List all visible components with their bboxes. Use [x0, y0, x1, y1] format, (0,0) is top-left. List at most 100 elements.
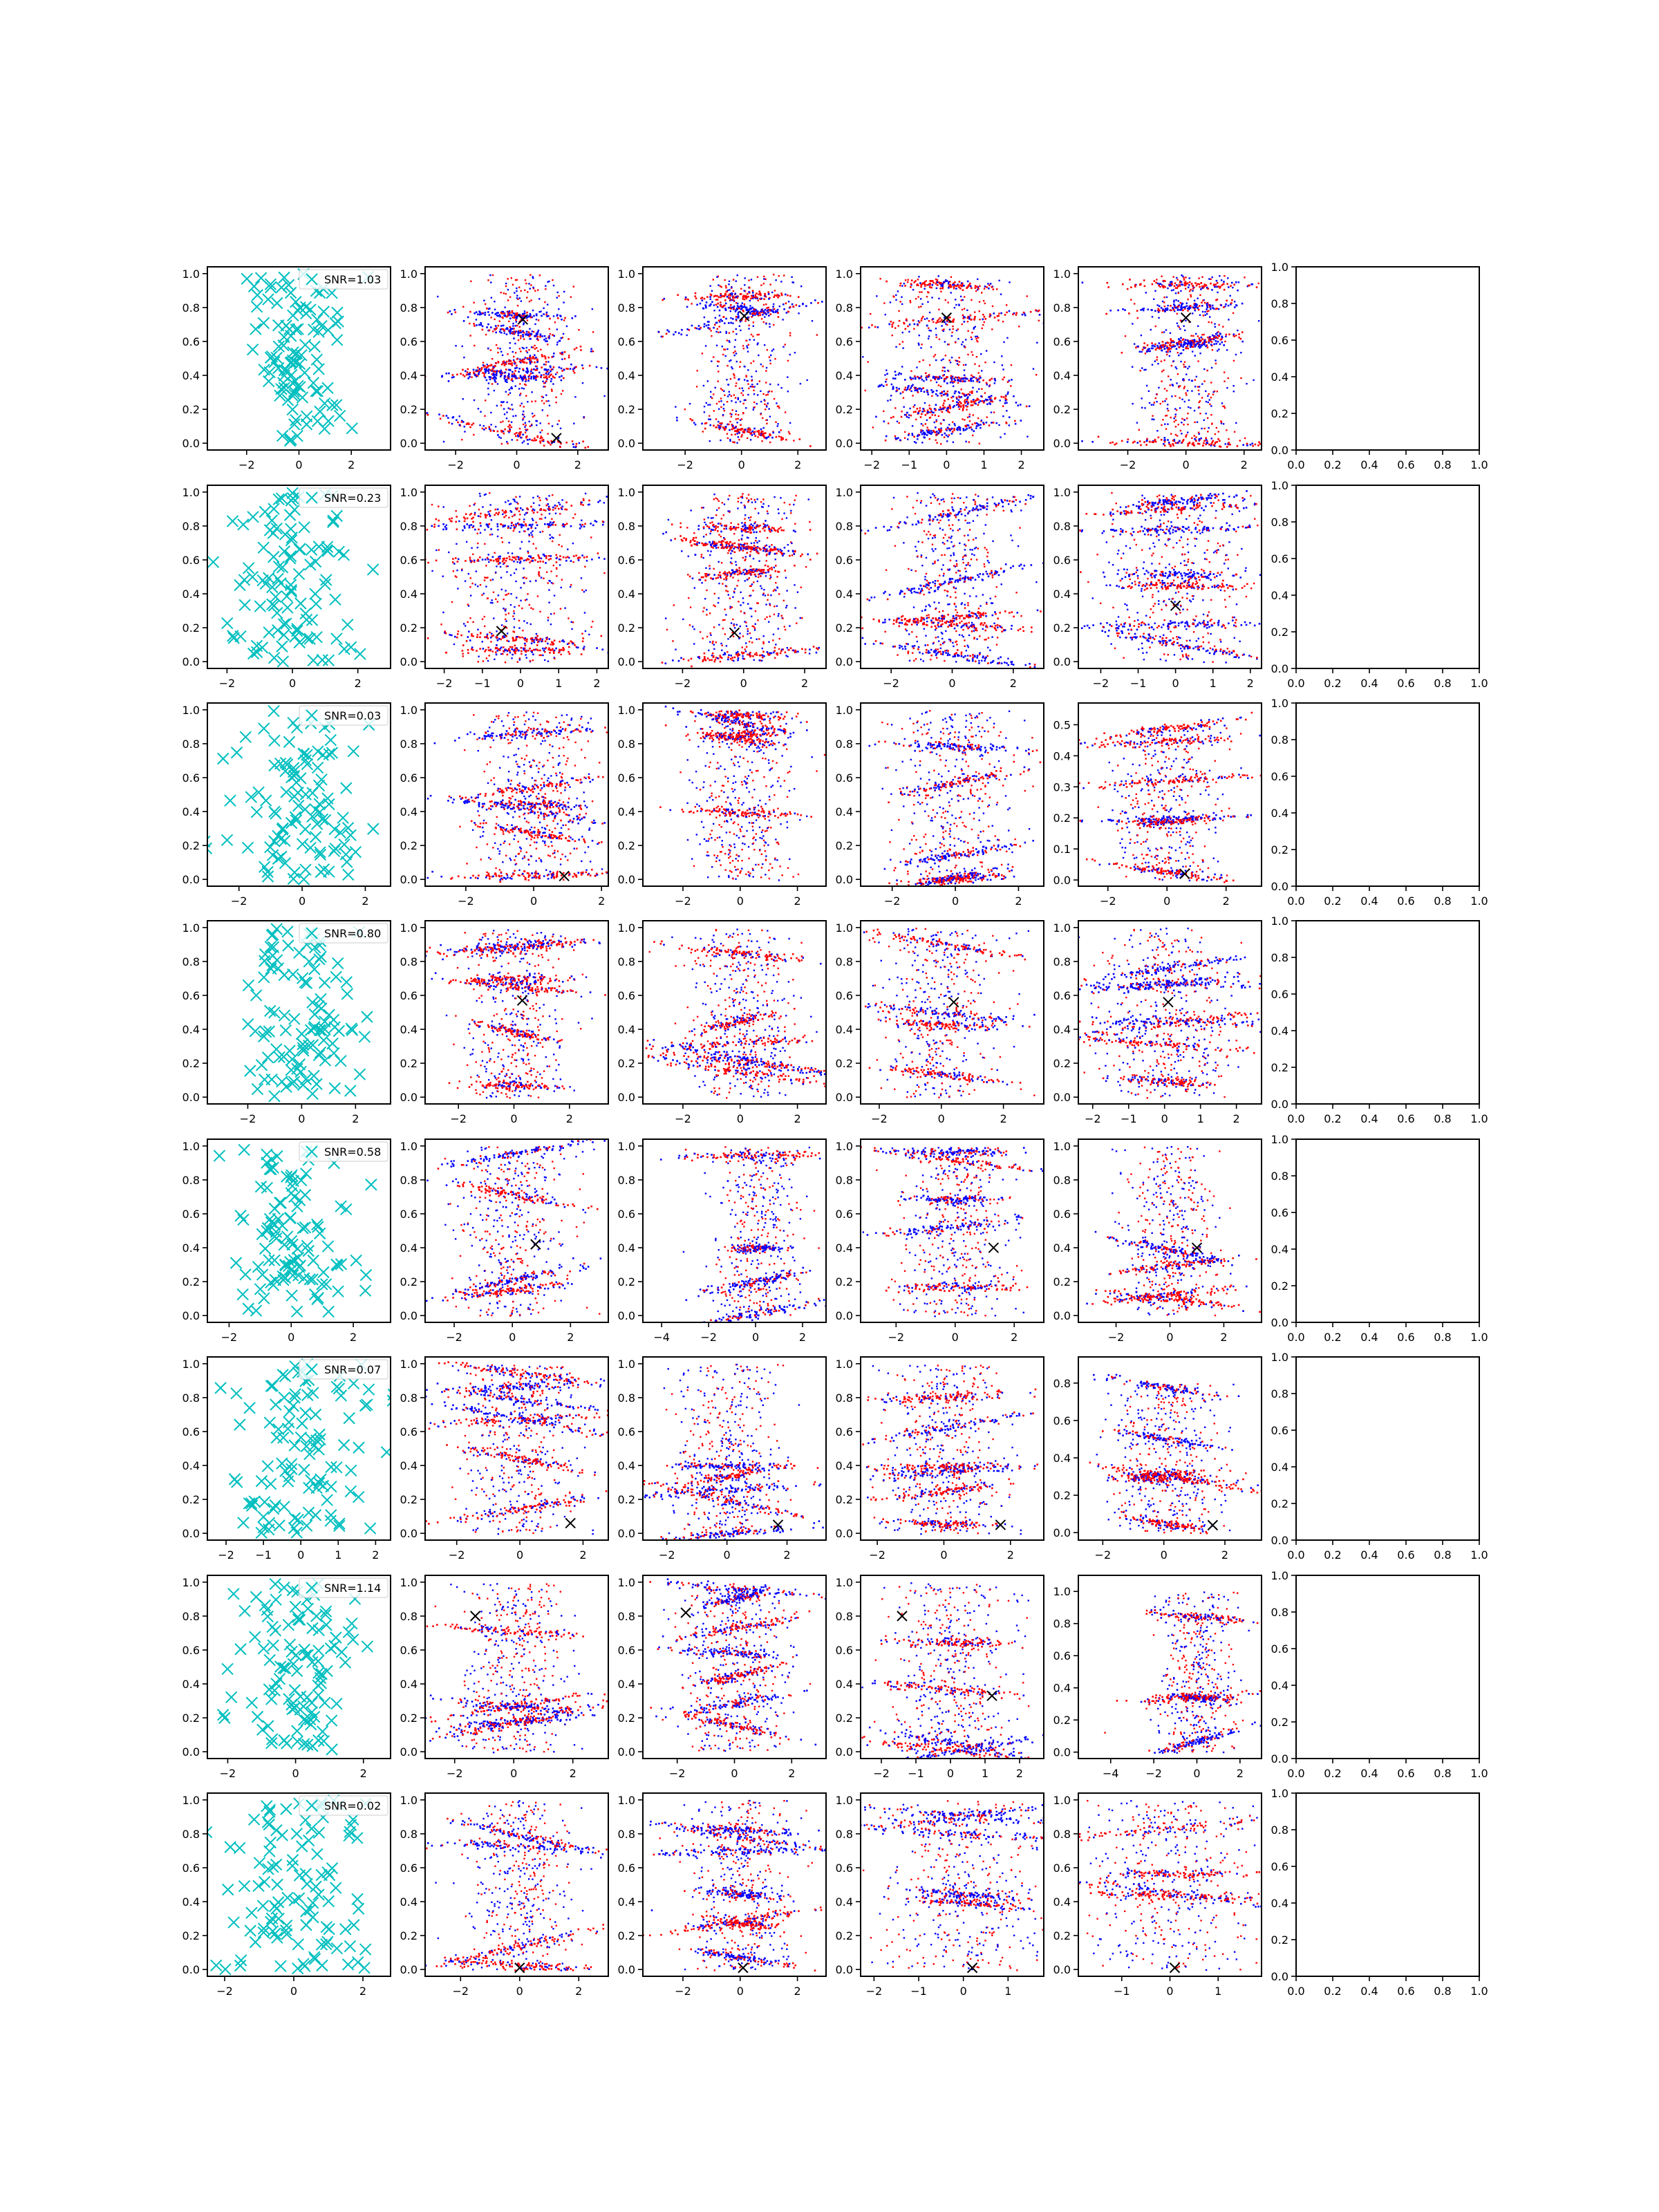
data-point — [980, 377, 982, 379]
data-point — [762, 434, 765, 437]
data-point — [512, 637, 514, 639]
data-point — [1170, 445, 1172, 448]
data-point — [733, 375, 735, 377]
data-point — [1195, 304, 1198, 306]
data-point — [776, 425, 778, 427]
data-point — [927, 291, 929, 293]
data-point — [499, 372, 502, 375]
data-point — [935, 404, 937, 406]
data-point — [780, 292, 782, 294]
data-point — [1208, 393, 1210, 395]
data-point — [977, 423, 980, 426]
data-point — [484, 415, 486, 417]
data-point — [535, 632, 538, 635]
data-point — [787, 294, 789, 297]
data-point — [1156, 279, 1158, 281]
data-point — [500, 624, 503, 626]
data-point — [715, 418, 718, 420]
data-point — [738, 315, 740, 317]
data-point — [514, 375, 517, 377]
data-point — [1156, 282, 1159, 285]
data-point — [709, 285, 711, 287]
data-point — [529, 288, 531, 290]
data-point — [983, 423, 985, 426]
data-point — [940, 285, 942, 287]
data-point — [700, 297, 702, 299]
data-point — [596, 647, 598, 649]
data-point — [1161, 371, 1163, 373]
data-point — [466, 371, 469, 373]
data-point — [995, 422, 998, 424]
data-point — [545, 646, 547, 649]
data-point — [734, 339, 737, 341]
data-point — [935, 420, 937, 422]
data-point — [520, 431, 522, 433]
data-point — [764, 316, 766, 318]
data-point — [291, 624, 303, 637]
data-point — [1162, 344, 1164, 346]
data-point — [977, 288, 980, 290]
data-point — [552, 582, 554, 585]
data-point — [563, 377, 565, 379]
data-point — [729, 299, 731, 301]
data-point — [989, 400, 992, 402]
data-point — [967, 353, 969, 356]
data-point — [1154, 440, 1156, 442]
data-point — [1224, 380, 1226, 382]
data-point — [1230, 281, 1233, 284]
data-point — [726, 400, 729, 403]
data-point — [512, 498, 514, 500]
data-point — [751, 290, 754, 292]
data-point — [1216, 391, 1219, 393]
data-point — [718, 420, 720, 423]
data-point — [921, 411, 924, 413]
data-point — [308, 340, 321, 353]
data-point — [516, 312, 518, 315]
data-point — [684, 409, 686, 411]
data-point — [1141, 348, 1144, 351]
data-point — [1177, 325, 1179, 327]
data-point — [1193, 303, 1196, 305]
data-point — [1146, 344, 1149, 346]
data-point — [284, 357, 297, 369]
data-point — [538, 518, 541, 520]
data-point — [950, 356, 953, 359]
data-point — [507, 430, 509, 433]
data-point — [483, 368, 486, 371]
data-point — [1230, 285, 1232, 287]
data-point — [559, 339, 561, 342]
data-point — [946, 427, 949, 429]
data-point — [536, 644, 538, 646]
data-point — [1233, 283, 1236, 286]
data-point — [1138, 440, 1141, 442]
data-point — [1177, 292, 1180, 294]
data-point — [554, 512, 557, 514]
data-point — [298, 521, 310, 534]
data-point — [1233, 306, 1236, 308]
data-point — [478, 371, 480, 373]
y-tick-label: 0.8 — [836, 301, 853, 315]
data-point — [504, 649, 507, 651]
data-point — [979, 375, 981, 377]
data-point — [1179, 397, 1181, 399]
data-point — [525, 384, 527, 386]
data-point — [926, 375, 928, 377]
data-point — [732, 295, 735, 298]
data-point — [525, 380, 527, 382]
data-point — [584, 492, 587, 495]
data-point — [970, 378, 972, 381]
data-point — [1164, 423, 1166, 425]
data-point — [1199, 344, 1201, 346]
data-point — [772, 431, 774, 433]
data-point — [527, 550, 529, 552]
data-point — [977, 404, 980, 406]
data-point — [1194, 379, 1197, 381]
data-point — [574, 396, 577, 398]
data-point — [986, 399, 989, 401]
data-point — [524, 514, 526, 516]
data-point — [496, 644, 498, 646]
data-point — [513, 649, 516, 651]
data-point — [264, 278, 277, 290]
data-point — [966, 317, 969, 319]
data-point — [1255, 286, 1258, 288]
